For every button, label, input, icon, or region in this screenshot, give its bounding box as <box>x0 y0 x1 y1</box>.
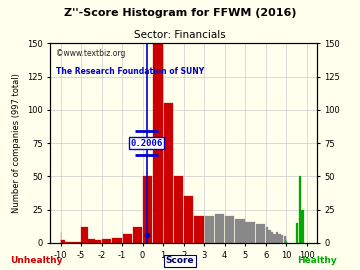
Bar <box>77 242 81 243</box>
Bar <box>246 222 255 243</box>
Bar <box>174 176 183 243</box>
Y-axis label: Number of companies (997 total): Number of companies (997 total) <box>13 73 22 213</box>
Text: Healthy: Healthy <box>297 256 337 265</box>
Bar <box>256 224 265 243</box>
Bar <box>95 240 102 243</box>
Bar <box>271 232 273 243</box>
Bar <box>88 239 95 243</box>
Bar <box>296 223 298 243</box>
Bar <box>268 230 271 243</box>
Bar <box>163 103 173 243</box>
Bar <box>299 176 301 243</box>
Bar <box>112 238 122 243</box>
Bar <box>184 196 193 243</box>
Bar <box>281 235 283 243</box>
Text: Unhealthy: Unhealthy <box>10 256 62 265</box>
Bar <box>266 227 268 243</box>
Bar <box>81 227 88 243</box>
Bar <box>61 240 64 243</box>
Bar <box>279 234 281 243</box>
Bar <box>122 234 132 243</box>
Bar <box>143 176 152 243</box>
Bar <box>225 216 234 243</box>
Bar <box>73 242 77 243</box>
Bar <box>133 227 142 243</box>
Bar <box>69 242 73 243</box>
Bar <box>284 236 286 243</box>
Bar <box>301 210 303 243</box>
Text: ©www.textbiz.org: ©www.textbiz.org <box>56 49 125 58</box>
Text: Score: Score <box>166 256 194 265</box>
Bar <box>194 216 204 243</box>
Text: The Research Foundation of SUNY: The Research Foundation of SUNY <box>56 67 204 76</box>
Bar <box>153 43 163 243</box>
Text: 0.2006: 0.2006 <box>131 139 163 148</box>
Bar <box>276 232 278 243</box>
Bar <box>235 219 245 243</box>
Bar <box>204 216 214 243</box>
Bar <box>273 234 276 243</box>
Bar <box>102 239 112 243</box>
Bar <box>215 214 224 243</box>
Bar <box>65 242 69 243</box>
Text: Z''-Score Histogram for FFWM (2016): Z''-Score Histogram for FFWM (2016) <box>64 8 296 18</box>
Text: Sector: Financials: Sector: Financials <box>134 30 226 40</box>
